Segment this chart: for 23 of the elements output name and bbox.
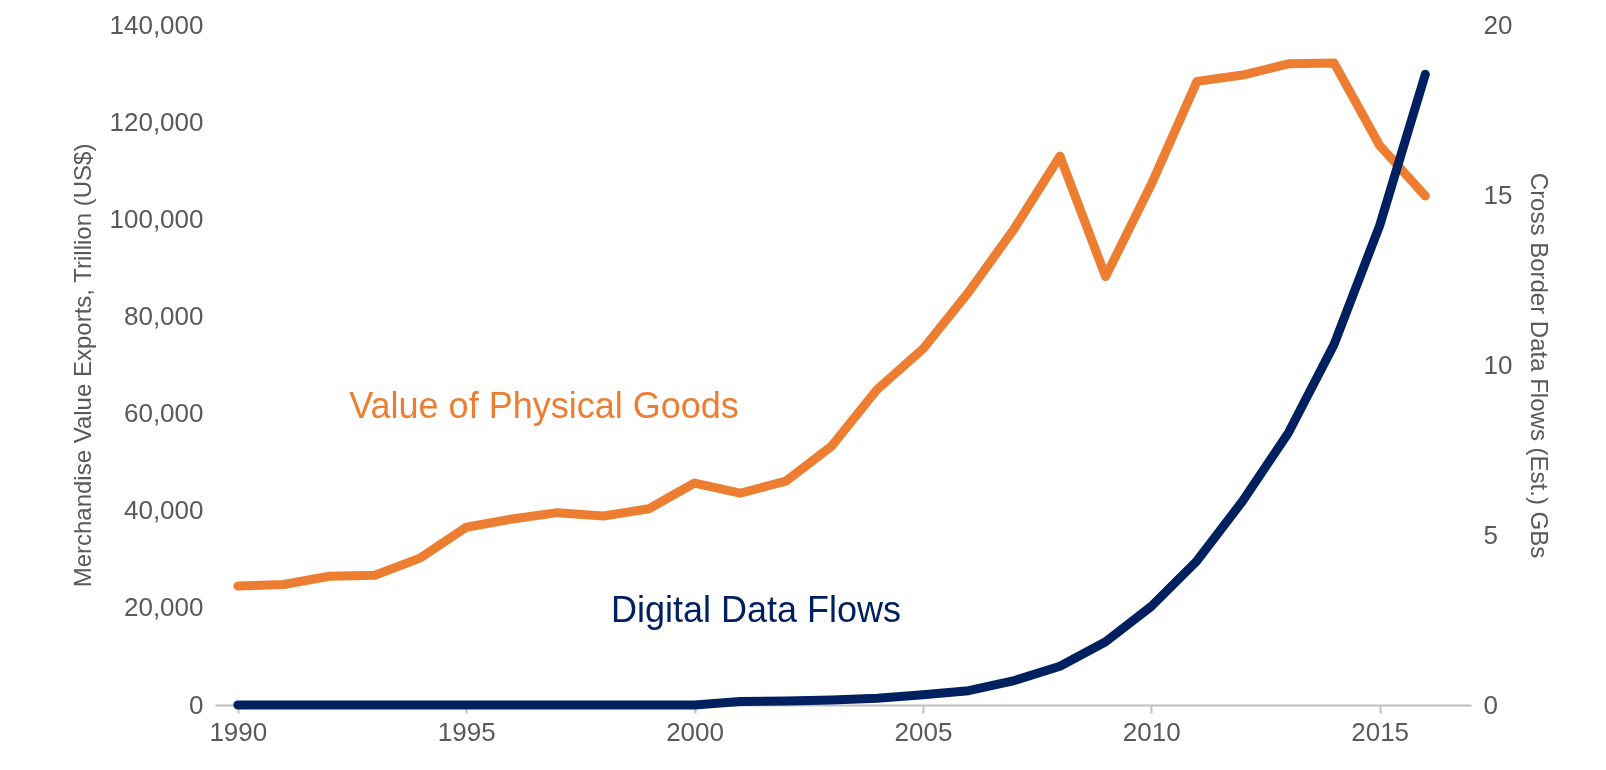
y2-tick-label: 20 [1483, 9, 1513, 40]
y-axis-title: Merchandise Value Exports, Trillion (US$) [68, 143, 96, 588]
y-tick-label: 40,000 [123, 495, 204, 526]
y2-tick-label: 15 [1483, 179, 1513, 210]
y-tick-label: 60,000 [123, 398, 204, 429]
y-tick-label: 80,000 [123, 300, 204, 331]
x-tick-label: 2000 [666, 716, 724, 747]
y2-tick-label: 5 [1483, 519, 1498, 550]
y2-axis-title: Cross Border Data Flows (Est.) GBs [1526, 172, 1554, 559]
x-tick-label: 1990 [209, 716, 268, 747]
y-tick-label: 100,000 [109, 203, 204, 234]
series-label: Value of Physical Goods [349, 385, 739, 426]
y-tick-label: 20,000 [123, 592, 204, 623]
x-tick-label: 2005 [894, 716, 953, 747]
y2-tick-label: 10 [1483, 349, 1513, 380]
x-tick-label: 2010 [1122, 716, 1181, 747]
series-label: Digital Data Flows [610, 589, 902, 630]
x-tick-label: 2015 [1351, 716, 1410, 747]
y-tick-label: 120,000 [109, 106, 204, 137]
y-tick-label: 140,000 [109, 9, 204, 40]
y2-tick-label: 0 [1483, 689, 1498, 720]
x-tick-label: 1995 [437, 716, 496, 747]
y-tick-label: 0 [189, 689, 204, 720]
